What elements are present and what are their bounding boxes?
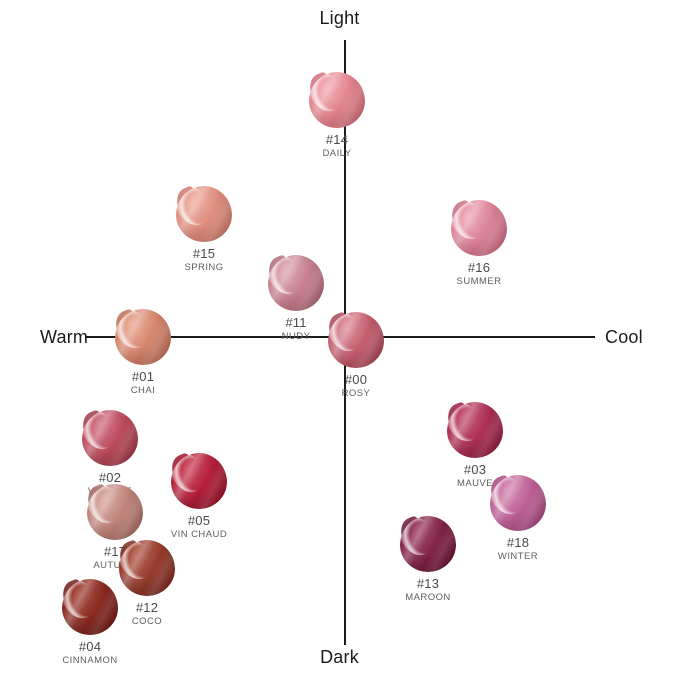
color-blob [447,198,507,256]
color-blob [305,70,365,128]
swatch-name: ROSY [341,387,371,399]
blob-rim-shade [62,579,118,635]
swatch-code: #11 [285,315,307,330]
swatch-maroon[interactable]: #13 MAROON [368,514,488,604]
swatch-spring[interactable]: #15 SPRING [144,184,264,274]
swatch-code: #15 [192,246,216,261]
color-blob [83,482,143,540]
axis-label-warm: Warm [40,327,89,347]
color-blob [78,408,138,466]
swatch-code: #00 [344,372,368,387]
blob-rim-shade [82,410,138,466]
swatch-name: MAROON [405,591,451,603]
blob-rim-shade [400,516,456,572]
axis-label-light: Light [319,8,360,28]
swatch-code: #01 [131,369,155,384]
swatch-winter[interactable]: #18 WINTER [458,473,578,563]
blob-circle [447,402,503,458]
blob-rim-shade [328,312,384,368]
swatch-code: #18 [506,535,530,550]
color-blob [486,473,546,531]
axis-label-dark: Dark [320,647,359,667]
swatch-code: #02 [98,470,122,485]
swatch-name: SPRING [184,261,224,273]
swatch-code: #05 [187,513,211,528]
swatch-code: #16 [467,260,491,275]
blob-circle [87,484,143,540]
swatch-code: #13 [416,576,440,591]
color-blob [443,400,503,458]
color-blob [172,184,232,242]
swatch-name: VIN CHAUD [170,528,228,540]
swatch-code: #04 [78,639,102,654]
swatch-name: WINTER [497,550,539,562]
color-blob [264,253,324,311]
swatch-chai[interactable]: #01 CHAI [83,307,203,397]
blob-rim-shade [268,255,324,311]
color-blob [167,451,227,509]
swatch-code: #03 [463,462,487,477]
swatch-name: CHAI [130,384,156,396]
blob-rim-shade [87,484,143,540]
blob-circle [490,475,546,531]
swatch-name: SUMMER [456,275,502,287]
axis-label-cool: Cool [605,327,643,347]
blob-circle [82,410,138,466]
blob-rim-shade [115,309,171,365]
blob-rim-shade [451,200,507,256]
blob-circle [176,186,232,242]
color-blob [324,310,384,368]
swatch-daily[interactable]: #14 DAILY [277,70,397,160]
blob-rim-shade [309,72,365,128]
color-blob [115,538,175,596]
blob-circle [171,453,227,509]
swatch-summer[interactable]: #16 SUMMER [419,198,539,288]
blob-rim-shade [119,540,175,596]
swatch-name: NUDY [281,330,311,342]
blob-circle [62,579,118,635]
swatch-cinnamon[interactable]: #04 CINNAMON [30,577,150,667]
blob-rim-shade [176,186,232,242]
blob-circle [309,72,365,128]
blob-rim-shade [171,453,227,509]
swatch-name: DAILY [322,147,352,159]
blob-circle [119,540,175,596]
swatch-vin-chaud[interactable]: #05 VIN CHAUD [139,451,259,541]
blob-circle [328,312,384,368]
color-blob [111,307,171,365]
swatch-code: #12 [135,600,159,615]
blob-rim-shade [490,475,546,531]
swatch-name: COCO [131,615,163,627]
swatch-name: CINNAMON [62,654,118,666]
blob-circle [268,255,324,311]
blob-circle [400,516,456,572]
swatch-nudy[interactable]: #11 NUDY [236,253,356,343]
blob-circle [451,200,507,256]
color-blob [396,514,456,572]
blob-rim-shade [447,402,503,458]
swatch-mauve[interactable]: #03 MAUVE [415,400,535,490]
swatch-name: MAUVE [456,477,494,489]
blob-circle [115,309,171,365]
swatch-name: AUTUMN [93,559,137,571]
swatch-coco[interactable]: #12 COCO [87,538,207,628]
swatch-autumn[interactable]: #17 AUTUMN [55,482,175,572]
color-blob [58,577,118,635]
swatch-rosy[interactable]: #00 ROSY [296,310,416,400]
swatch-code: #14 [325,132,349,147]
